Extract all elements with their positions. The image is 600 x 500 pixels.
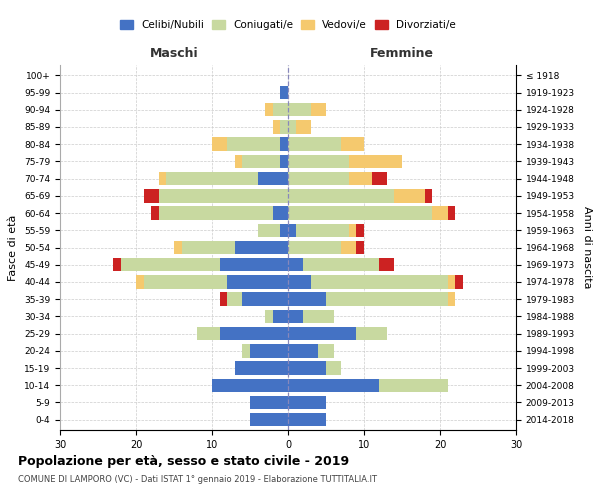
Bar [288,154,349,168]
Bar [220,292,227,306]
Bar [113,258,121,272]
Y-axis label: Fasce di età: Fasce di età [8,214,19,280]
Bar [288,224,296,237]
Bar [326,362,341,374]
Bar [356,241,364,254]
Bar [227,138,280,151]
Bar [250,413,288,426]
Bar [349,154,402,168]
Bar [356,224,364,237]
Bar [174,241,182,254]
Bar [273,206,288,220]
Bar [288,120,296,134]
Bar [212,378,288,392]
Bar [242,344,250,358]
Bar [356,327,387,340]
Bar [143,275,227,288]
Bar [311,103,326,117]
Y-axis label: Anni di nascita: Anni di nascita [581,206,592,289]
Bar [288,138,341,151]
Bar [280,120,288,134]
Bar [379,378,448,392]
Text: Maschi: Maschi [149,47,199,60]
Bar [280,224,288,237]
Bar [448,292,455,306]
Bar [121,258,220,272]
Bar [159,206,273,220]
Text: COMUNE DI LAMPORO (VC) - Dati ISTAT 1° gennaio 2019 - Elaborazione TUTTITALIA.IT: COMUNE DI LAMPORO (VC) - Dati ISTAT 1° g… [18,475,377,484]
Bar [166,172,257,186]
Bar [296,224,349,237]
Bar [288,362,326,374]
Bar [273,103,288,117]
Bar [227,292,242,306]
Bar [288,310,303,323]
Bar [143,189,159,202]
Bar [273,120,280,134]
Bar [159,172,166,186]
Bar [288,206,433,220]
Bar [288,172,349,186]
Bar [288,258,303,272]
Bar [288,275,311,288]
Bar [280,154,288,168]
Bar [220,327,288,340]
Bar [288,292,326,306]
Bar [341,241,356,254]
Bar [235,362,288,374]
Bar [341,138,364,151]
Bar [257,172,288,186]
Bar [197,327,220,340]
Bar [242,154,280,168]
Bar [265,310,273,323]
Bar [311,275,448,288]
Bar [288,189,394,202]
Bar [296,120,311,134]
Bar [280,86,288,100]
Bar [448,275,455,288]
Bar [227,275,288,288]
Bar [182,241,235,254]
Legend: Celibi/Nubili, Coniugati/e, Vedovi/e, Divorziati/e: Celibi/Nubili, Coniugati/e, Vedovi/e, Di… [116,16,460,34]
Bar [235,154,242,168]
Bar [303,310,334,323]
Bar [257,224,280,237]
Bar [159,189,288,202]
Bar [379,258,394,272]
Bar [288,413,326,426]
Bar [319,344,334,358]
Bar [303,258,379,272]
Bar [394,189,425,202]
Bar [288,241,341,254]
Bar [151,206,159,220]
Bar [448,206,455,220]
Bar [455,275,463,288]
Bar [250,396,288,409]
Bar [433,206,448,220]
Bar [250,344,288,358]
Bar [265,103,273,117]
Text: Femmine: Femmine [370,47,434,60]
Bar [326,292,448,306]
Bar [349,172,371,186]
Bar [288,103,311,117]
Bar [235,241,288,254]
Bar [288,344,319,358]
Bar [242,292,288,306]
Bar [212,138,227,151]
Bar [425,189,433,202]
Bar [349,224,356,237]
Bar [220,258,288,272]
Bar [288,378,379,392]
Bar [288,396,326,409]
Bar [280,138,288,151]
Text: Popolazione per età, sesso e stato civile - 2019: Popolazione per età, sesso e stato civil… [18,455,349,468]
Bar [288,327,356,340]
Bar [371,172,387,186]
Bar [136,275,143,288]
Bar [273,310,288,323]
